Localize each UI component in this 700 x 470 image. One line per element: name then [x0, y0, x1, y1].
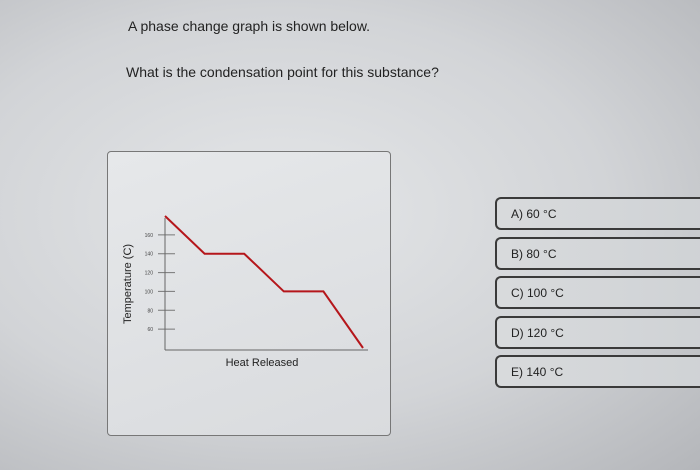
option-d[interactable]: D) 120 °C: [495, 316, 700, 349]
option-label: B) 80 °C: [511, 246, 557, 261]
x-axis-label: Heat Released: [226, 357, 299, 369]
option-b[interactable]: B) 80 °C: [495, 237, 700, 270]
y-tick-label: 60: [147, 327, 153, 333]
y-tick-label: 120: [145, 271, 154, 277]
option-label: A) 60 °C: [511, 206, 557, 221]
y-axis-label: Temperature (C): [122, 244, 134, 324]
option-label: C) 100 °C: [511, 285, 564, 300]
option-label: D) 120 °C: [511, 325, 564, 340]
question-intro: A phase change graph is shown below.: [128, 18, 371, 34]
option-label: E) 140 °C: [511, 364, 564, 379]
temperature-line: [164, 215, 364, 349]
y-tick-label: 100: [145, 289, 154, 295]
phase-change-graph: [107, 151, 391, 436]
y-tick-label: 80: [147, 308, 153, 314]
option-c[interactable]: C) 100 °C: [495, 276, 700, 309]
y-tick-label: 160: [145, 233, 154, 239]
question-prompt: What is the condensation point for this …: [126, 64, 439, 80]
option-e[interactable]: E) 140 °C: [495, 355, 700, 388]
option-a[interactable]: A) 60 °C: [495, 197, 700, 230]
y-tick-label: 140: [145, 252, 154, 258]
